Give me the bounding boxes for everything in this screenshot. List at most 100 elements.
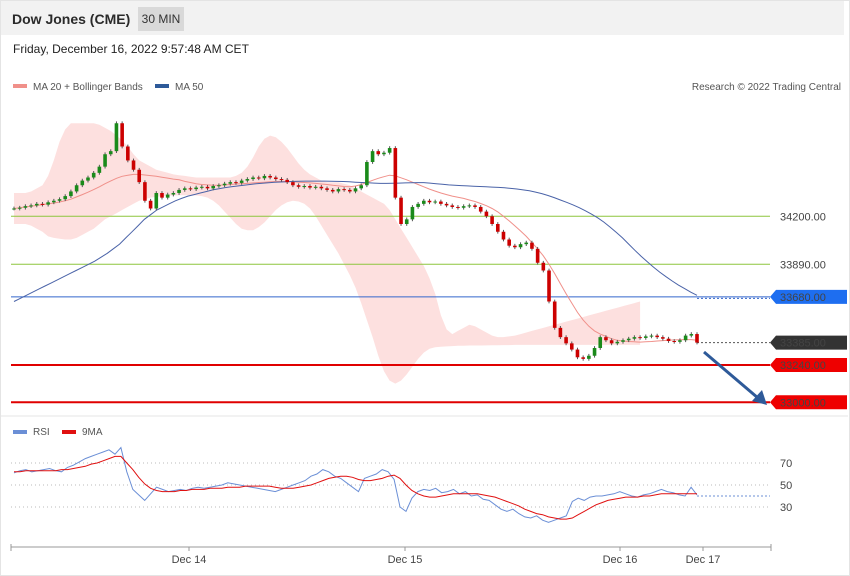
candle-body [422,200,426,204]
rsi-gridlines: 30 50 70 [11,458,792,514]
candle-body [103,154,107,167]
level-label: 33000.00 [780,397,826,409]
rsi-ma-legend-label: 9MA [82,427,103,438]
candle-body [29,205,33,207]
candle-body [308,186,312,188]
candle-body [564,337,568,344]
candle-body [604,337,608,341]
candle-body [609,340,614,344]
candle-body [666,338,671,342]
candle-body [569,343,574,350]
candle-body [518,244,523,248]
candle-body [52,200,56,203]
candle-body [598,337,603,348]
candle-body [456,206,460,208]
candle-body [69,191,73,197]
candle-body [461,206,466,208]
ma20-legend-label: MA 20 + Bollinger Bands [33,82,143,93]
candle-body [143,182,147,201]
candle-body [484,211,489,217]
x-tick-label: Dec 15 [388,554,423,566]
candle-body [40,203,45,205]
candle-body [615,341,620,344]
candle-body [661,337,665,339]
candle-body [678,340,682,342]
candle-body [222,183,227,186]
candle-body [433,201,437,203]
candle-body [581,357,585,359]
candle-body [296,185,301,187]
candle-body [626,338,631,341]
candle-body [404,219,409,224]
header-bar: Dow Jones (CME) 30 MIN [1,1,844,35]
candle-body [399,197,403,224]
candle-body [74,185,79,192]
candle-body [552,301,557,328]
candle-body [638,337,642,339]
candle-body [108,151,113,155]
candle-body [353,188,358,192]
level-tag [770,289,847,304]
candle-body [91,172,96,178]
candle-body [188,188,193,190]
bollinger-bands [14,123,641,384]
rsi-tick-label: 30 [780,502,792,514]
time-axis-ticks: Dec 14 Dec 15 Dec 16 Dec 17 [10,544,772,566]
candle-body [279,179,284,181]
candle-body [114,123,119,152]
rsi-ma-legend-swatch [62,430,76,434]
candle-body [649,335,654,337]
candle-body [495,224,500,232]
candle-body [416,203,420,207]
candle-body [621,340,625,342]
candle-body [57,199,62,201]
candle-body [382,152,386,155]
candle-body [160,193,164,198]
candle-body [200,186,204,188]
candle-body [439,201,443,204]
candle-body [313,186,318,188]
copyright: Research © 2022 Trading Central [692,82,841,93]
candles [12,121,699,361]
candle-body [34,203,39,206]
rsi-tick-label: 50 [780,480,792,492]
candle-body [410,206,415,220]
candle-body [245,179,250,181]
candle-body [365,162,369,186]
candle-body [547,270,551,302]
candle-body [137,169,142,183]
candle-body [587,355,591,359]
candle-body [558,327,563,338]
candle-body [541,262,546,271]
candle-body [148,200,153,209]
candle-body [182,188,187,190]
candle-body [217,185,221,187]
candle-body [291,182,295,186]
level-label: 34200.00 [780,211,826,223]
rsi-tick-label: 70 [780,458,792,470]
candle-body [126,146,130,161]
candle-body [120,123,124,147]
bollinger-band-area [14,123,641,384]
candle-body [524,242,529,245]
candle-body [643,336,648,338]
x-tick-label: Dec 16 [603,554,638,566]
ma50-legend-swatch [155,84,169,88]
candle-body [490,216,494,224]
candle-body [592,348,597,356]
rsi-lines [13,446,770,523]
candle-body [17,207,22,209]
level-tag [770,395,847,410]
candle-body [12,208,16,210]
candle-body [473,205,477,207]
timeframe-button[interactable]: 30 MIN [138,7,184,31]
candle-body [336,189,341,192]
x-tick-label: Dec 17 [686,554,721,566]
rsi-legend-swatch [13,430,27,434]
level-tag [770,335,847,350]
ma20-line [13,173,698,343]
ma50-legend-label: MA 50 [175,82,204,93]
rsi-series-1 [14,455,697,520]
candle-body [632,337,637,339]
candle-body [86,177,90,181]
